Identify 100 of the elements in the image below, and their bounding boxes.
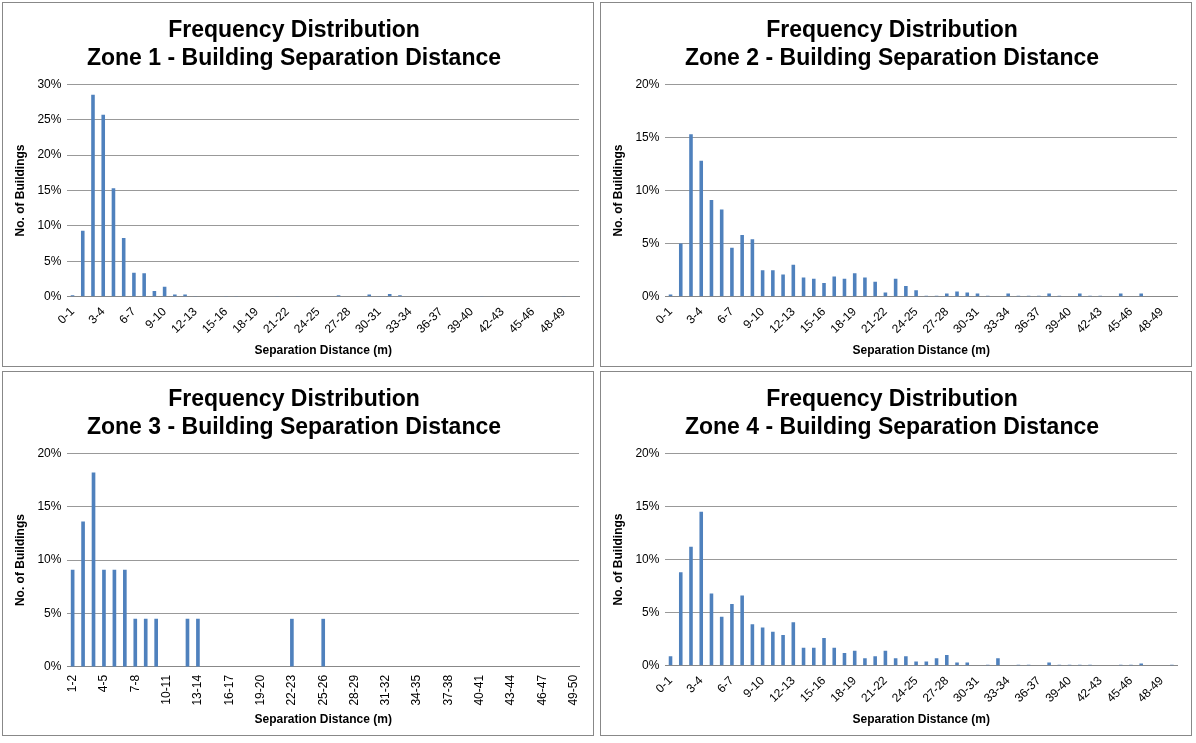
- x-tick-label: 28-29: [346, 674, 361, 706]
- bar: [740, 235, 744, 297]
- x-tick-label: 0-1: [652, 304, 676, 327]
- bar: [196, 618, 200, 667]
- x-tick-label: 3-4: [85, 304, 108, 327]
- x-tick-label: 9-10: [142, 304, 170, 332]
- x-tick-label: 40-41: [472, 674, 487, 706]
- y-tick-label: 15%: [37, 182, 62, 197]
- y-tick-label: 15%: [37, 498, 62, 513]
- bar: [321, 618, 326, 667]
- x-tick-label: 37-38: [440, 674, 455, 706]
- x-tick-label: 0-1: [54, 304, 78, 327]
- y-tick-label: 0%: [44, 659, 62, 674]
- chart-title: Frequency Distribution Zone 4 - Building Separation Distance: [684, 385, 1100, 439]
- bar: [133, 618, 138, 667]
- y-tick-label: 0%: [642, 289, 660, 304]
- x-tick-label: 3-4: [683, 304, 706, 327]
- x-tick-label: 31-32: [378, 674, 393, 706]
- y-tick-label: 10%: [635, 551, 660, 566]
- bar: [699, 511, 704, 666]
- bar: [914, 661, 918, 666]
- y-tick-label: 5%: [642, 235, 660, 250]
- bar: [154, 618, 158, 667]
- x-tick-label: 3-4: [683, 673, 706, 696]
- y-tick-label: 10%: [37, 552, 62, 567]
- bar: [730, 247, 734, 297]
- y-tick-label: 15%: [635, 129, 660, 144]
- bar: [914, 290, 918, 297]
- bar: [904, 286, 908, 297]
- bar: [924, 661, 929, 666]
- chart-title: Frequency Distribution Zone 3 - Building Separation Distance: [86, 385, 502, 439]
- y-tick-label: 15%: [635, 498, 660, 513]
- x-axis-title: Separation Distance (m): [254, 712, 392, 727]
- x-axis-title: Separation Distance (m): [852, 712, 990, 727]
- bar: [689, 546, 693, 666]
- y-tick-label: 25%: [37, 111, 62, 126]
- bar: [730, 604, 734, 666]
- bar: [678, 572, 683, 666]
- x-tick-label: 19-20: [252, 674, 267, 706]
- bar: [781, 634, 785, 666]
- y-tick-label: 20%: [37, 147, 62, 162]
- bar: [387, 293, 392, 297]
- y-axis-title: No. of Buildings: [610, 144, 625, 237]
- y-tick-label: 20%: [635, 445, 660, 460]
- x-tick-label: 6-7: [714, 673, 737, 696]
- x-tick-label: 49-50: [566, 674, 581, 706]
- bar: [873, 281, 877, 297]
- bar: [81, 521, 85, 667]
- bar: [863, 277, 867, 297]
- x-tick-label: 6-7: [116, 304, 139, 327]
- y-tick-label: 10%: [37, 218, 62, 233]
- x-tick-label: 7-8: [127, 674, 142, 693]
- bar: [822, 282, 826, 297]
- bar: [781, 274, 785, 297]
- x-tick-label: 4-5: [96, 674, 111, 693]
- y-tick-label: 20%: [37, 445, 62, 460]
- bar: [832, 647, 837, 666]
- x-tick-label: 0-1: [652, 673, 676, 696]
- y-tick-label: 5%: [44, 253, 62, 268]
- x-axis-title: Separation Distance (m): [254, 343, 392, 358]
- bar: [822, 638, 826, 666]
- bar: [142, 273, 146, 297]
- y-axis-title: No. of Buildings: [610, 513, 625, 606]
- bar: [996, 658, 1000, 666]
- bar: [955, 291, 959, 297]
- y-tick-label: 0%: [44, 289, 62, 304]
- bar: [689, 134, 693, 297]
- x-tick-label: 16-17: [221, 674, 236, 706]
- bar: [863, 658, 867, 666]
- bar: [965, 292, 970, 297]
- bar: [883, 292, 888, 297]
- y-axis-title: No. of Buildings: [12, 144, 27, 237]
- x-tick-label: 25-26: [315, 674, 330, 706]
- bar: [101, 114, 106, 297]
- y-axis-title: No. of Buildings: [12, 513, 27, 607]
- x-tick-label: 10-11: [158, 674, 173, 705]
- x-tick-label: 22-23: [284, 674, 299, 706]
- y-tick-label: 20%: [635, 76, 660, 91]
- bar: [91, 94, 95, 297]
- bar: [132, 272, 136, 297]
- x-tick-label: 1-2: [64, 674, 79, 693]
- x-tick-label: 9-10: [740, 673, 768, 701]
- x-tick-label: 6-7: [714, 304, 737, 327]
- bar: [771, 270, 775, 297]
- y-tick-label: 0%: [642, 658, 660, 673]
- bar: [811, 278, 816, 297]
- bar: [699, 160, 704, 297]
- bar: [832, 276, 837, 297]
- x-axis-title: Separation Distance (m): [852, 343, 990, 358]
- bar: [873, 656, 877, 666]
- bar: [678, 243, 683, 297]
- y-tick-label: 5%: [642, 604, 660, 619]
- x-tick-label: 13-14: [190, 674, 205, 706]
- chart-title: Frequency Distribution Zone 1 - Building Separation Distance: [86, 16, 502, 70]
- x-tick-label: 34-35: [409, 674, 424, 706]
- x-tick-label: 43-44: [503, 674, 518, 706]
- x-tick-label: 46-47: [534, 674, 549, 706]
- bar: [123, 569, 127, 667]
- x-tick-label: 9-10: [740, 304, 768, 332]
- bar: [771, 631, 775, 666]
